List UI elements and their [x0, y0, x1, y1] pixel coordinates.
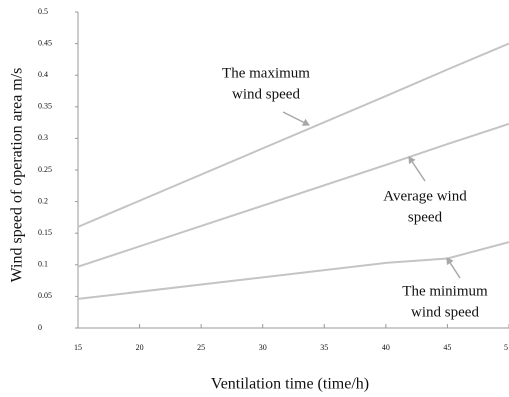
x-tick-label: 15: [74, 343, 82, 352]
series-line: [77, 122, 509, 268]
y-axis-label: Wind speed of operation area m/s: [9, 68, 26, 283]
x-tick-label: 20: [136, 343, 144, 352]
annotation-arrow: [282, 111, 310, 126]
x-tick-label: 40: [382, 343, 390, 352]
y-tick-label: 0.3: [38, 133, 48, 142]
y-tick-label: 0.2: [38, 196, 48, 205]
y-tick-label: 0.45: [38, 38, 52, 47]
annotation: wind speed: [232, 86, 300, 102]
x-tick-label: 35: [320, 343, 328, 352]
annotation-arrow: [408, 156, 426, 182]
y-tick-label: 0.05: [38, 291, 52, 300]
y-tick-label: 0.1: [38, 260, 48, 269]
y-tick-label: 0.4: [38, 70, 48, 79]
annotation: The maximum: [222, 65, 310, 81]
x-tick-label: 25: [197, 343, 205, 352]
annotation: Average wind: [383, 188, 467, 204]
y-tick-label: 0: [38, 323, 42, 332]
x-tick-label: 45: [443, 343, 451, 352]
y-tick-label: 0.25: [38, 165, 52, 174]
annotation: wind speed: [411, 304, 479, 320]
y-tick-label: 0.15: [38, 228, 52, 237]
series-line: [77, 241, 509, 300]
y-tick-label: 0.35: [38, 102, 52, 111]
x-tick-label: 5: [504, 343, 508, 352]
annotation: speed: [408, 209, 443, 225]
x-axis-label: Ventilation time (time/h): [211, 376, 369, 393]
annotation-arrow: [446, 257, 461, 279]
y-tick-label: 0.5: [38, 7, 48, 16]
x-tick-label: 30: [259, 343, 267, 352]
series-line: [77, 42, 509, 228]
annotation: The minimum: [402, 283, 488, 299]
